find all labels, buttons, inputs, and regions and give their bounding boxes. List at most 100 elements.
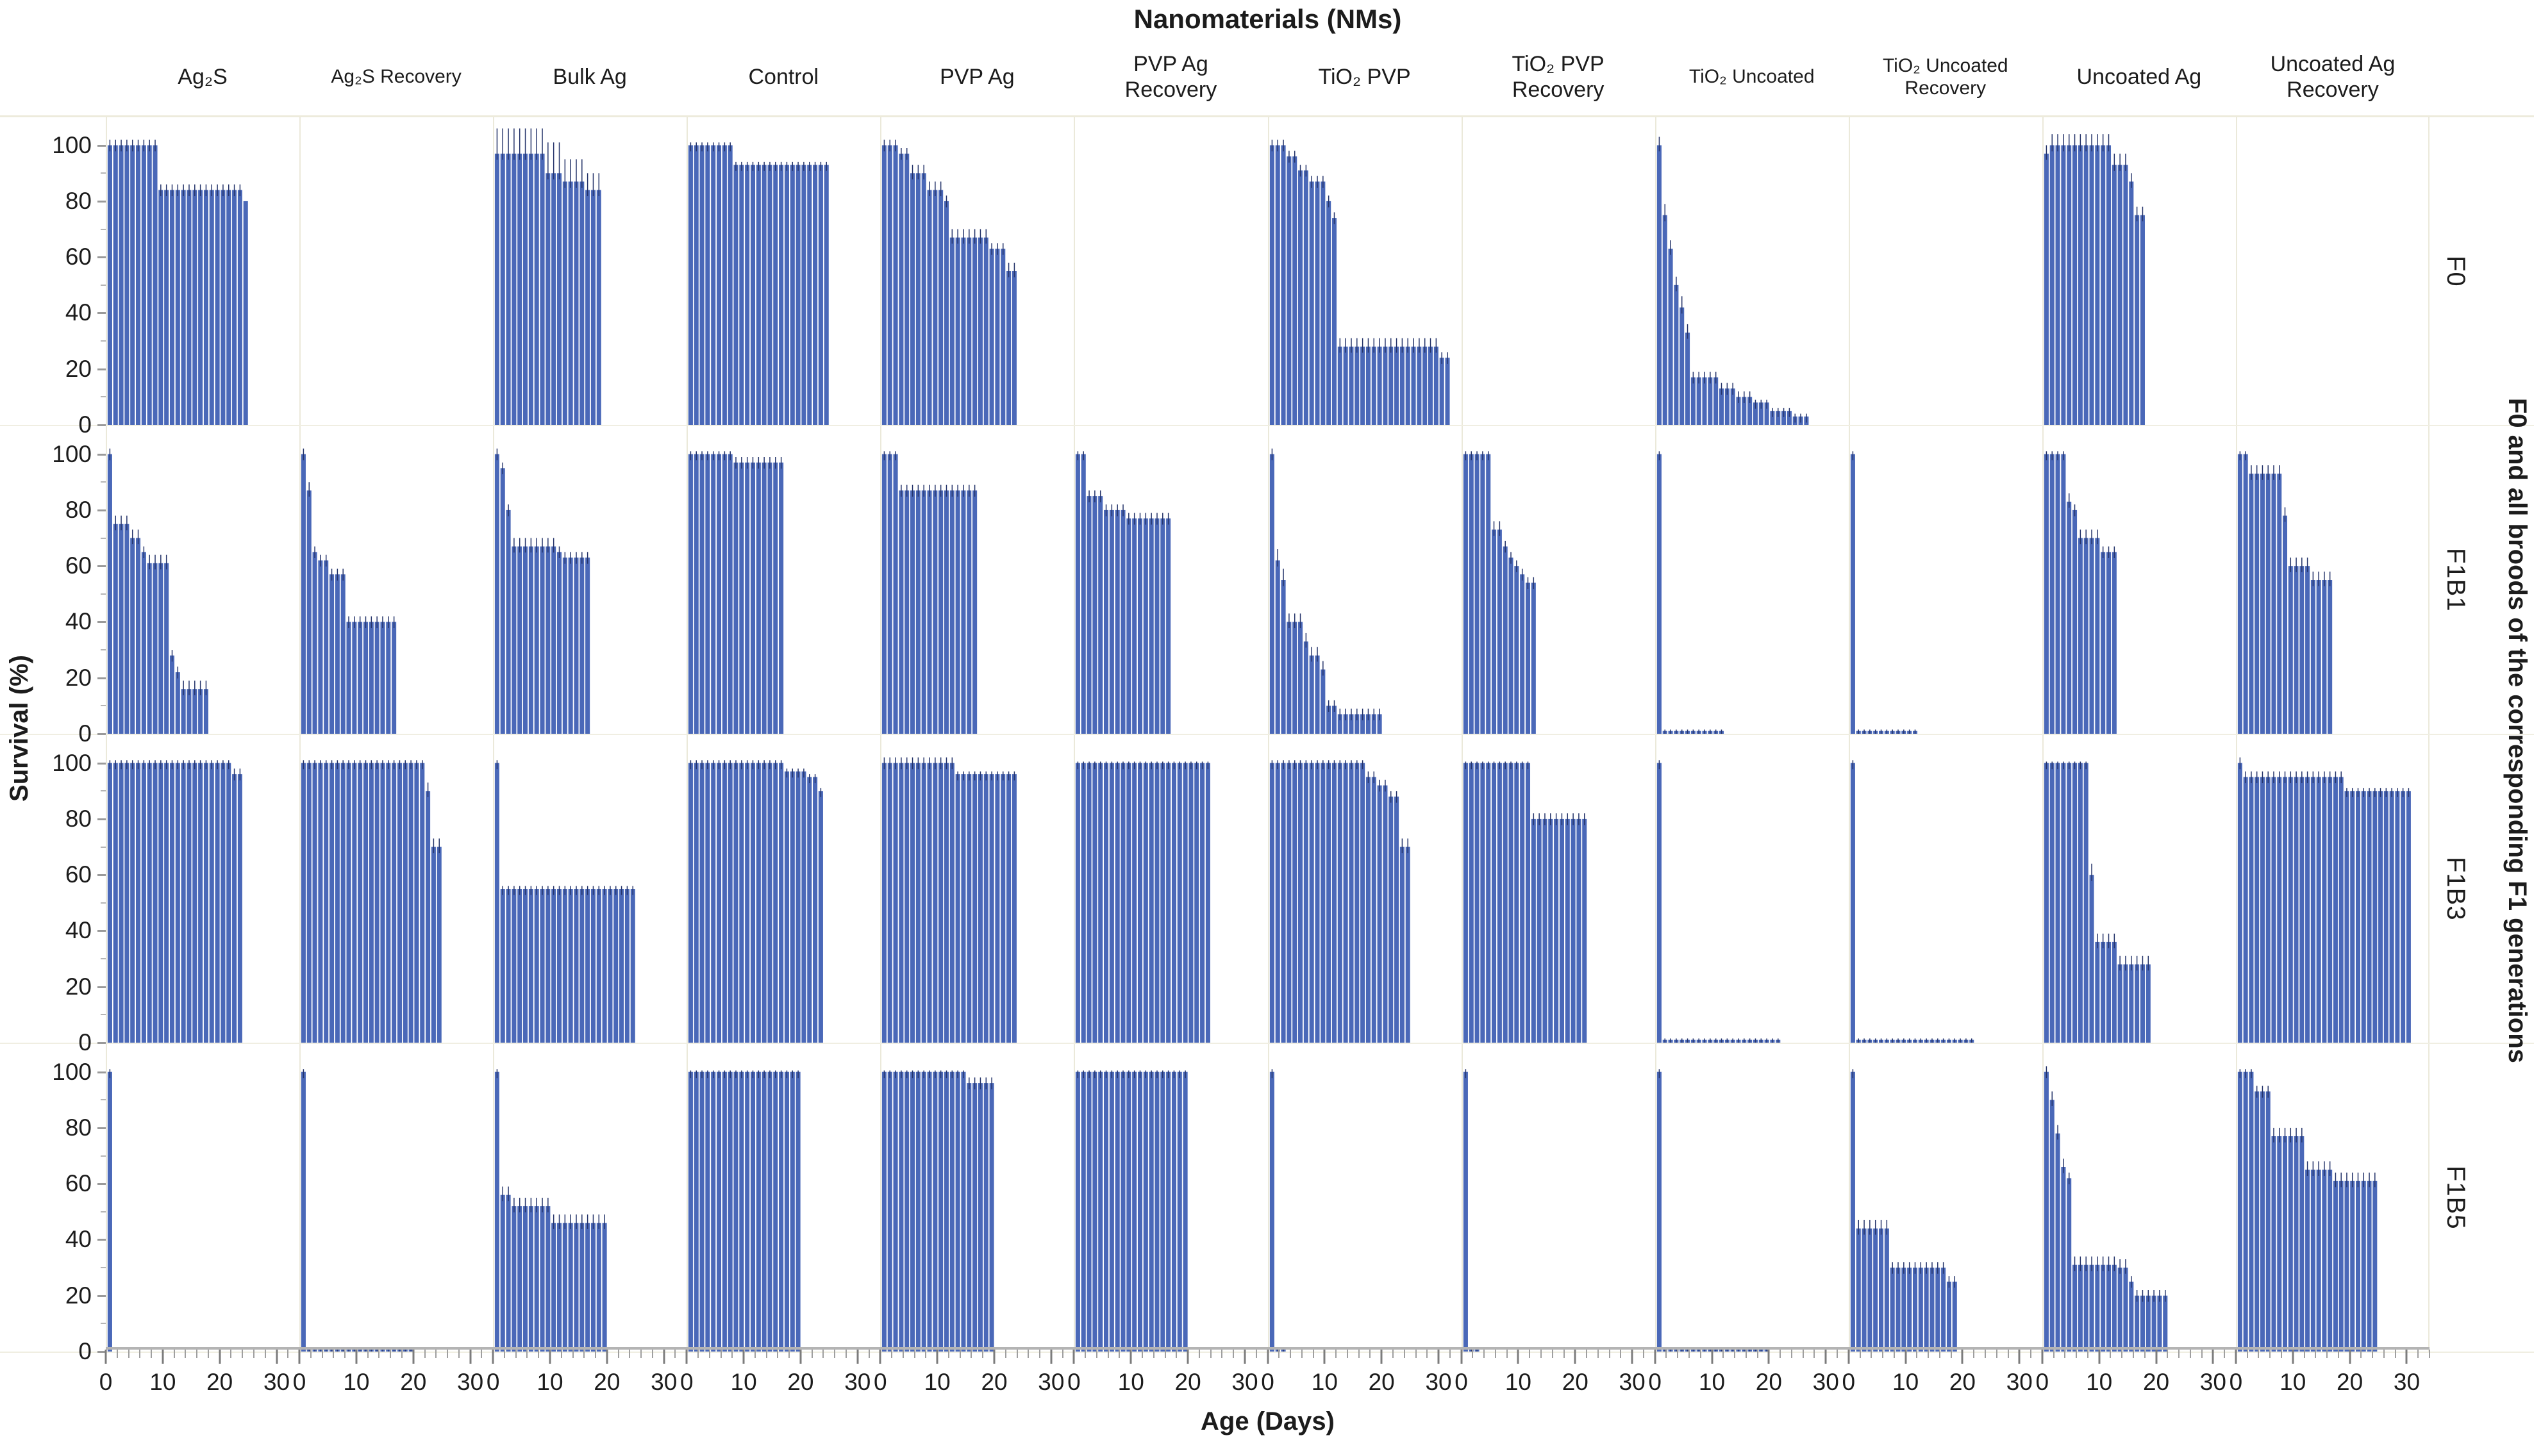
x-tick-mark [310,1350,312,1358]
panel-F0-3 [493,117,687,425]
x-tick-label: 0 [1067,1369,1081,1395]
x-tick-mark [2098,1350,2101,1364]
x-tick-mark [2269,1350,2271,1358]
x-tick-mark [1221,1350,1223,1358]
x-axis-panel-ticks: 0 10 20 30 [1648,1347,1849,1406]
column-header: Control [687,40,880,114]
x-tick-mark [1654,1350,1656,1364]
survival-bars [107,1044,299,1352]
x-tick-mark [879,1350,881,1364]
y-axis-ticks: 0 20 40 60 80 100 [0,117,106,438]
y-axis-ticks: 0 20 40 60 80 100 [0,426,106,747]
x-axis-panel-ticks: 0 10 20 30 [1067,1347,1269,1406]
x-tick-mark [390,1350,392,1358]
y-tick-mark [97,200,106,203]
x-tick-mark [242,1350,244,1358]
survival-bars [1269,735,1462,1043]
x-tick-mark [572,1350,574,1358]
x-tick-mark [1961,1350,1963,1364]
y-tick-mark [97,986,106,988]
column-header-line: Ag₂S [178,64,228,89]
x-tick-mark [1494,1350,1496,1358]
x-tick-mark [2383,1350,2385,1358]
y-tick-label: 0 [78,720,92,747]
x-tick-mark [1129,1350,1132,1364]
x-tick-mark [1608,1350,1610,1358]
row-label-cell: F1B3 [2430,735,2534,1043]
x-tick-mark [2349,1350,2351,1364]
y-tick-mark [97,1042,106,1044]
x-tick-mark [1346,1350,1348,1358]
survival-bars [1075,735,1267,1043]
x-tick-label: 20 [1949,1369,1976,1395]
x-tick-mark [868,1350,870,1358]
x-tick-mark [1267,1350,1269,1364]
x-tick-label: 20 [206,1369,233,1395]
y-minor-tick-mark [101,172,106,174]
x-tick-mark [2246,1350,2248,1358]
column-header: Ag₂S Recovery [299,40,493,114]
y-minor-tick-mark [101,958,106,960]
x-tick-mark [1620,1350,1622,1358]
y-tick-label: 40 [65,917,92,944]
x-tick-label: 10 [924,1369,951,1395]
x-tick-mark [219,1350,221,1364]
x-tick-label: 30 [1812,1369,1839,1395]
column-header-line: Recovery [1512,78,1605,102]
x-tick-mark [560,1350,562,1358]
x-axis-panel-ticks: 0 10 20 30 [293,1347,494,1406]
panel-F1B3-10 [1848,735,2042,1043]
y-tick-mark [97,874,106,877]
panel-F1B3-7 [1267,735,1462,1043]
survival-bars [494,117,687,425]
x-tick-mark [1847,1350,1850,1364]
x-tick-mark [2167,1350,2169,1358]
x-tick-mark [1767,1350,1770,1364]
survival-bars [1463,735,1655,1043]
x-tick-mark [321,1350,323,1358]
x-tick-mark [162,1350,164,1364]
x-tick-mark [503,1350,505,1358]
x-tick-mark [1780,1350,1781,1358]
x-tick-mark [1551,1350,1553,1358]
x-tick-mark [1699,1350,1701,1358]
x-tick-mark [2417,1350,2419,1358]
y-minor-tick-mark [101,1014,106,1016]
x-tick-mark [799,1350,802,1364]
x-tick-mark [344,1350,346,1358]
x-tick-label: 30 [1038,1369,1065,1395]
y-minor-tick-mark [101,790,106,792]
survival-bars [1463,1044,1655,1352]
x-tick-mark [822,1350,824,1358]
x-tick-mark [1187,1350,1189,1364]
panel-F0-6 [1074,117,1268,425]
panel-F1B5-1 [106,1044,300,1352]
x-tick-mark [1893,1350,1895,1358]
survival-bars [2044,1044,2236,1352]
x-tick-mark [2030,1350,2032,1358]
x-tick-mark [1574,1350,1576,1364]
x-tick-mark [367,1350,369,1358]
x-tick-mark [2280,1350,2282,1358]
y-tick-label: 60 [65,244,92,270]
x-tick-mark [720,1350,722,1358]
panel-F0-8 [1461,117,1655,425]
y-tick-mark [97,368,106,370]
x-tick-mark [378,1350,380,1358]
y-tick-mark [97,1239,106,1241]
column-header: Uncoated Ag [2042,40,2236,114]
y-tick-label: 80 [65,805,92,832]
x-tick-mark [1984,1350,1986,1358]
x-tick-mark [1312,1350,1314,1358]
x-tick-mark [811,1350,813,1358]
x-tick-label: 30 [2199,1369,2226,1395]
x-tick-label: 0 [2035,1369,2049,1395]
y-minor-tick-mark [101,1267,106,1269]
x-tick-mark [2201,1350,2203,1358]
x-tick-label: 30 [1619,1369,1646,1395]
survival-bars [2044,117,2236,425]
y-tick-mark [97,1351,106,1353]
x-tick-mark [1004,1350,1006,1358]
x-tick-mark [902,1350,904,1358]
x-tick-mark [1882,1350,1884,1358]
